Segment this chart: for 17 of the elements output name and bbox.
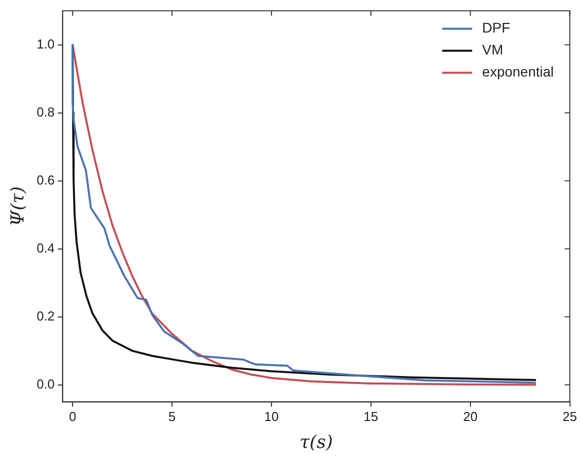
- legend-label: VM: [482, 42, 504, 58]
- y-tick-label: 0.4: [36, 240, 55, 256]
- y-tick-label: 1.0: [36, 36, 55, 52]
- x-tick-label: 0: [69, 409, 76, 424]
- y-tick-label: 0.8: [36, 104, 55, 120]
- y-tick-label: 0.2: [36, 308, 55, 324]
- y-tick-label: 0.0: [36, 376, 55, 392]
- legend-label: exponential: [482, 64, 554, 80]
- y-axis-title: Ψ(τ): [7, 186, 28, 226]
- x-axis-title: τ(s): [300, 432, 333, 453]
- x-tick-label: 10: [264, 409, 279, 424]
- x-tick-label: 20: [463, 409, 478, 424]
- x-tick-label: 25: [562, 409, 578, 424]
- x-tick-label: 5: [168, 409, 176, 424]
- legend-label: DPF: [482, 20, 510, 36]
- x-tick-label: 15: [364, 409, 378, 424]
- y-tick-label: 0.6: [36, 172, 55, 188]
